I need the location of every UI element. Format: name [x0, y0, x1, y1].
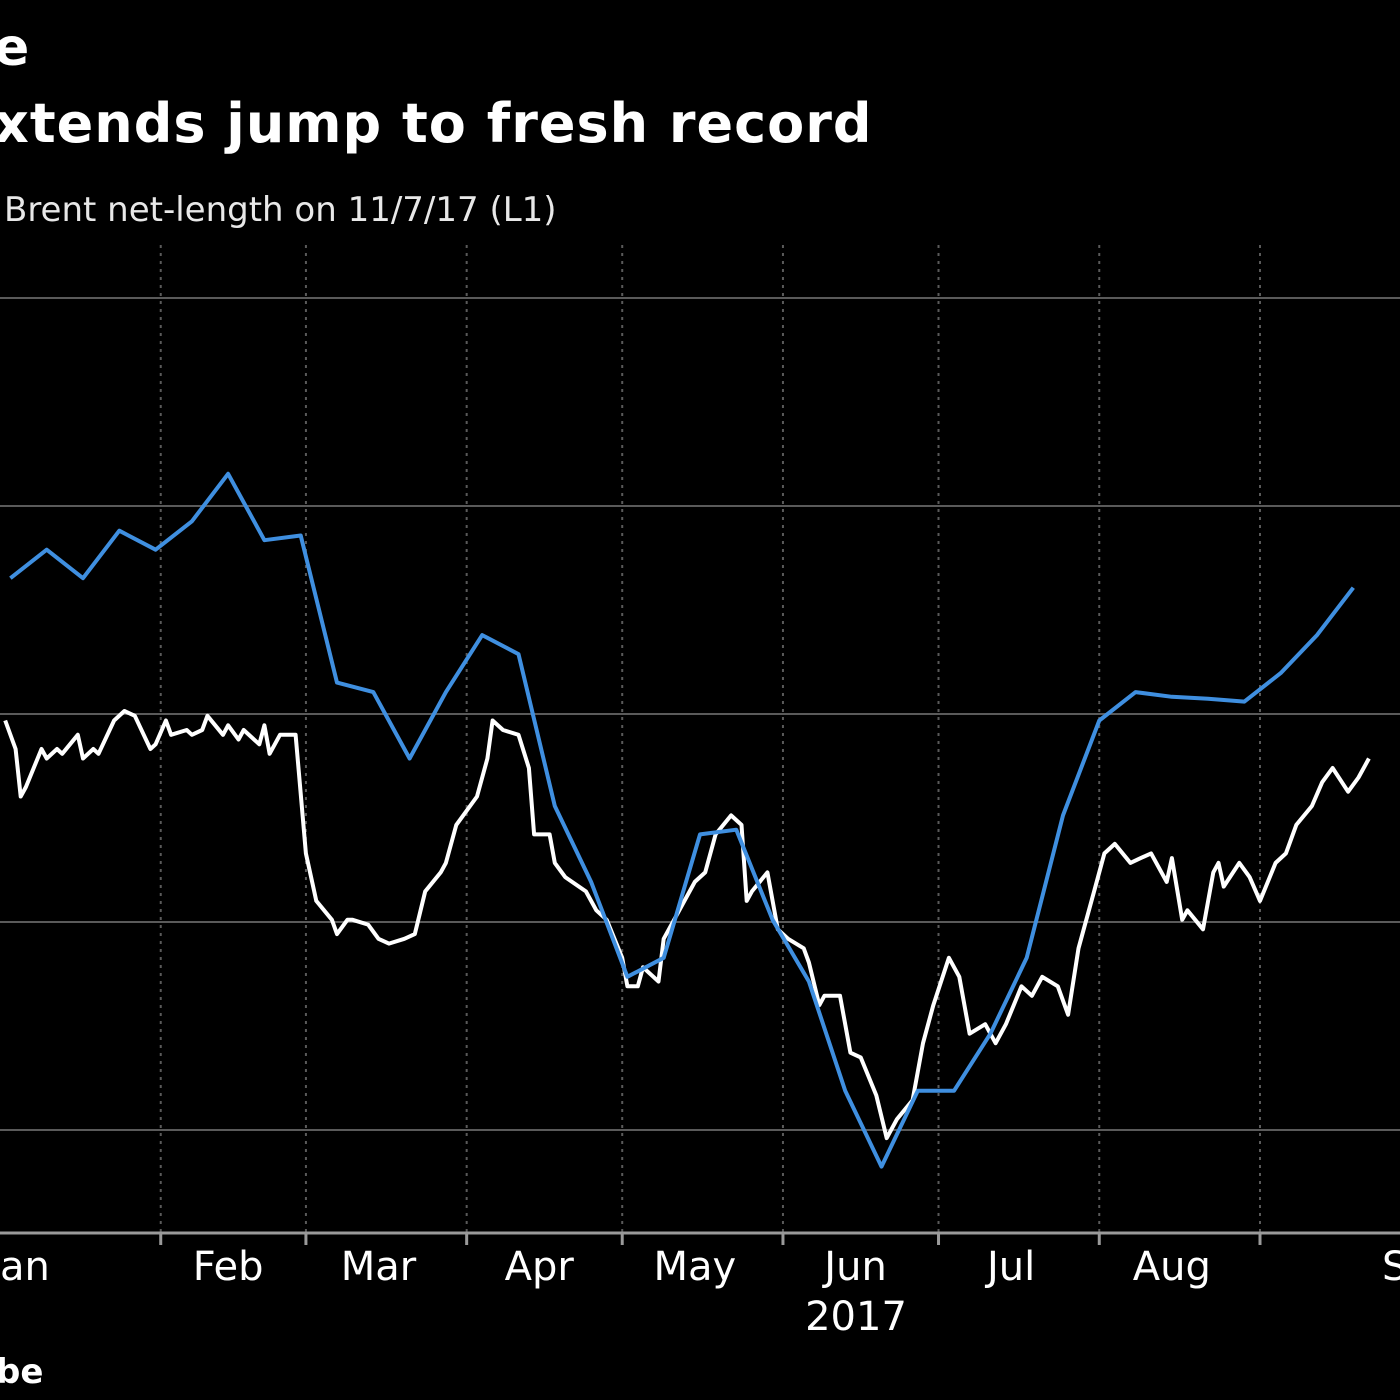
series-line-price — [3, 709, 1371, 1141]
x-tick-label: Apr — [505, 1244, 575, 1290]
x-tick-label: an — [0, 1244, 50, 1290]
x-tick-label: Feb — [193, 1244, 264, 1290]
x-tick-label: Mar — [341, 1244, 417, 1290]
grid-lines — [0, 245, 1400, 1233]
x-axis-ticks — [159, 1233, 1262, 1245]
x-tick-label: Jul — [984, 1244, 1035, 1290]
chart-subtitle: xtends jump to fresh record — [0, 92, 873, 155]
x-axis-year-label: 2017 — [805, 1294, 907, 1340]
x-tick-label: Jun — [821, 1244, 887, 1290]
x-tick-label: Aug — [1133, 1244, 1211, 1290]
series-line-brent — [9, 471, 1355, 1169]
x-tick-label: May — [653, 1244, 736, 1290]
series-label-brent: Brent net-length on 11/7/17 (L1) — [4, 190, 557, 230]
x-tick-label: S — [1382, 1244, 1400, 1290]
source-note: be — [0, 1352, 44, 1392]
x-axis-tick-labels: an Feb Mar Apr May Jun Jul Aug S — [0, 1244, 1400, 1290]
chart-title: e — [0, 18, 30, 78]
